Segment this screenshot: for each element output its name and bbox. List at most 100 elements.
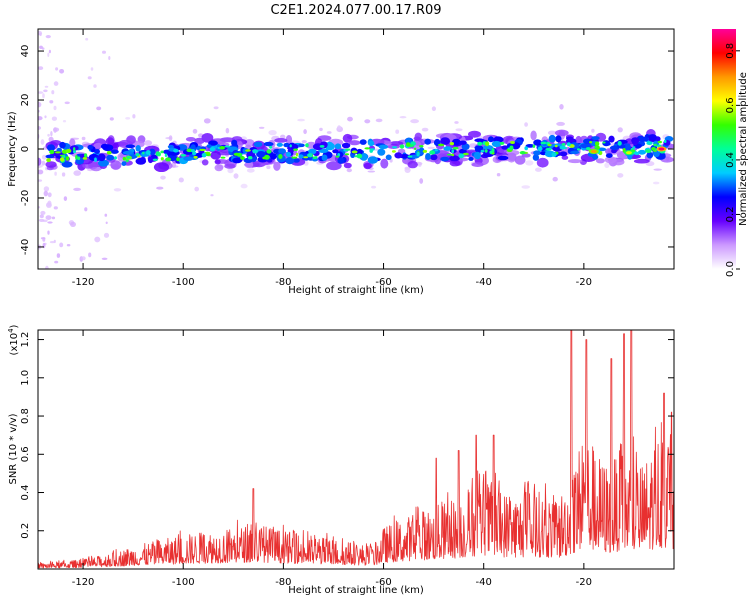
- spectrogram-band-peak: [245, 149, 251, 152]
- spectrogram-band-peak: [142, 151, 145, 155]
- spectrogram-speck: [227, 168, 234, 174]
- snr-x-axis: -120 -100 -80 -60 -40 -20: [72, 330, 592, 588]
- spectrogram-band-core: [461, 143, 470, 151]
- spectrogram-band-haze: [595, 158, 605, 164]
- spectrogram-band-peak: [369, 148, 374, 153]
- spectrogram-speck: [404, 166, 410, 170]
- spectrogram-band-peak: [122, 156, 126, 161]
- spectrogram-band-peak: [72, 150, 77, 154]
- spectrogram-streak-speck: [38, 91, 44, 94]
- spectrogram-panel: -120 -100 -80 -60 -40 -20 -40 -20 0 20 40 Height …: [7, 28, 675, 296]
- spectrogram-band-peak: [303, 156, 309, 159]
- spectrogram-band-core: [646, 151, 654, 159]
- spectrogram-band-peak: [551, 152, 557, 158]
- spectrogram-band-core: [525, 144, 535, 148]
- spectrogram-band-haze: [185, 137, 196, 142]
- spectrogram-speck: [653, 168, 662, 171]
- spectrogram-band-peak: [480, 149, 485, 153]
- spectrogram-band-peak: [438, 143, 445, 147]
- spectrogram-streak-speck: [38, 126, 41, 130]
- spectrogram-band-core: [94, 149, 100, 154]
- spectrogram-band-peak: [356, 153, 363, 159]
- spectrogram-speck: [399, 116, 407, 119]
- spectrogram-streak-speck: [53, 127, 57, 133]
- spectrogram-band-peak: [651, 147, 656, 151]
- spectrogram-band-core: [147, 156, 154, 164]
- spectrogram-speck: [280, 134, 286, 139]
- spectrogram-band-peak: [247, 156, 253, 160]
- spectrogram-band-haze: [397, 148, 406, 154]
- colorbar-label: Normalized spectral amplitude: [738, 72, 749, 226]
- spectrogram-streak-speck: [47, 133, 50, 137]
- spectrogram-band-peak: [73, 147, 76, 151]
- spectrogram-speck: [367, 170, 376, 173]
- spectrogram-band-core: [332, 149, 339, 154]
- snr-scale-suffix: ): [9, 324, 20, 328]
- spectrogram-streak-speck: [53, 81, 59, 86]
- spectrogram-streak-speck: [54, 260, 59, 264]
- spectrogram-band-core: [283, 142, 290, 148]
- spectrogram-streak-speck: [45, 215, 52, 221]
- spectrogram-band-haze: [536, 157, 549, 168]
- x-tick-label: -120: [72, 577, 95, 588]
- spectrogram-speck: [62, 120, 67, 123]
- colorbar-tick-label: 0.6: [725, 97, 736, 113]
- spectrogram-band-peak: [293, 148, 298, 151]
- spectrogram-band-peak: [589, 141, 593, 144]
- spectrogram-streak-speck: [51, 216, 56, 220]
- spectrogram-band-peak: [585, 147, 591, 151]
- spectrogram-band-haze: [604, 156, 617, 164]
- spectrogram-band-haze: [605, 148, 614, 155]
- spectrogram-x-label: Height of straight line (km): [288, 285, 424, 296]
- spectrogram-band-core: [497, 155, 509, 161]
- spectrogram-band-peak: [59, 157, 65, 162]
- spectrogram-band-peak: [407, 155, 413, 158]
- spectrogram-band-haze: [343, 162, 352, 169]
- spectrogram-streak-speck: [42, 93, 45, 99]
- spectrogram-streak-speck: [47, 52, 50, 57]
- spectrogram-band-core: [59, 141, 66, 149]
- x-tick-label: -60: [375, 577, 391, 588]
- spectrogram-streak-speck: [41, 160, 46, 166]
- spectrogram-band-core: [135, 157, 147, 165]
- spectrogram-speck: [375, 118, 383, 123]
- spectrogram-band-core: [653, 150, 660, 158]
- spectrogram-streak-speck: [64, 101, 70, 105]
- y-tick-label: 0.4: [20, 485, 31, 501]
- spectrogram-streak-speck: [50, 131, 53, 137]
- spectrogram-band-core: [206, 144, 212, 149]
- spectrogram-speck: [268, 130, 277, 136]
- spectrogram-band-core: [360, 153, 368, 161]
- spectrogram-band-core: [648, 134, 657, 141]
- spectrogram-band-core: [394, 152, 403, 159]
- spectrogram-band-peak: [429, 150, 436, 155]
- spectrogram-speck: [347, 116, 353, 122]
- spectrogram-band-peak: [126, 156, 131, 159]
- spectrogram-band-peak: [594, 145, 598, 149]
- spectrogram-speck: [61, 172, 66, 177]
- spectrogram-band-haze: [389, 141, 404, 146]
- spectrogram-streak-speck: [59, 69, 65, 74]
- spectrogram-speck: [524, 122, 528, 127]
- spectrogram-band-peak: [462, 152, 469, 156]
- x-tick-label: -40: [476, 277, 492, 288]
- spectrogram-streak-speck: [53, 206, 58, 210]
- spectrogram-band-peak: [632, 146, 636, 149]
- spectrogram-band-haze: [342, 133, 353, 143]
- spectrogram-band-core: [98, 159, 109, 167]
- spectrogram-band-peak: [199, 148, 206, 152]
- spectrogram-band-peak: [434, 149, 438, 152]
- spectrogram-band-core: [148, 148, 156, 156]
- spectrogram-band-peak: [413, 147, 417, 150]
- x-tick-label: -40: [476, 577, 492, 588]
- spectrogram-band-peak: [602, 141, 606, 144]
- spectrogram-speck: [203, 118, 211, 124]
- spectrogram-speck: [455, 128, 463, 132]
- spectrogram-speck: [535, 167, 542, 172]
- spectrogram-band-peak: [491, 148, 495, 153]
- spectrogram-speck: [421, 127, 429, 132]
- colorbar-tick-label: 0.0: [725, 261, 736, 277]
- spectrogram-streak-speck: [38, 66, 44, 70]
- colorbar-bar: [712, 29, 736, 269]
- spectrogram-x-axis: -120 -100 -80 -60 -40 -20: [72, 29, 592, 288]
